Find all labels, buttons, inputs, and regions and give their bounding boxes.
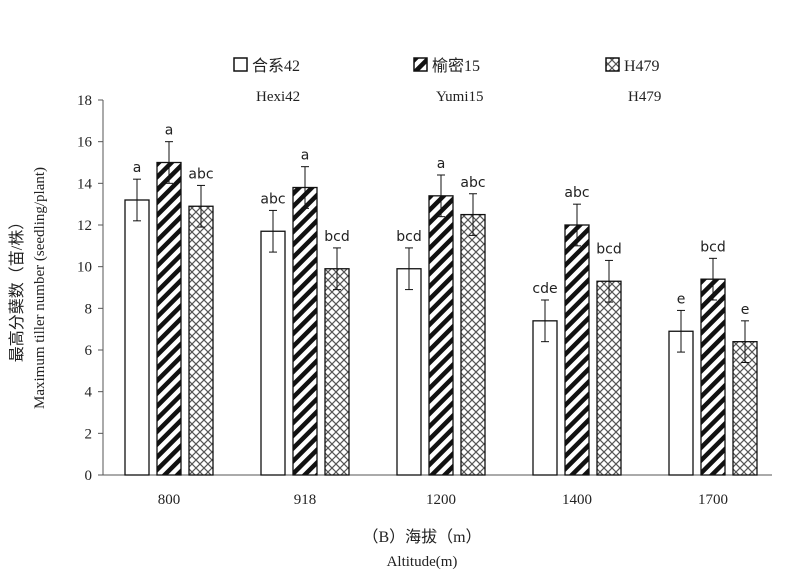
legend-label: 合系42: [252, 57, 300, 75]
x-axis-title-en: Altitude(m): [387, 554, 458, 570]
significance-letter: cde: [532, 281, 557, 297]
significance-letter: a: [437, 156, 446, 172]
x-tick-label: 918: [294, 492, 317, 508]
x-tick-label: 1400: [562, 492, 592, 508]
legend-sublabel: H479: [628, 89, 661, 105]
bar: [564, 224, 590, 476]
significance-letter: abc: [188, 166, 213, 182]
legend-swatch: [233, 57, 248, 72]
bar: [396, 268, 422, 476]
bar: [732, 341, 758, 476]
y-axis-title-cn: 最高分蘖数（苗/株）: [8, 214, 26, 362]
y-tick-label: 16: [77, 135, 93, 151]
significance-letter: bcd: [596, 241, 621, 257]
y-tick-label: 12: [77, 218, 92, 234]
significance-letter: bcd: [324, 229, 349, 245]
x-tick-label: 800: [158, 492, 181, 508]
bar: [700, 278, 726, 476]
legend-swatch: [413, 57, 428, 72]
legend-label: H479: [624, 58, 660, 75]
y-tick-label: 0: [85, 468, 93, 484]
y-tick-label: 14: [77, 176, 93, 192]
significance-letter: abc: [564, 185, 589, 201]
significance-letter: a: [133, 160, 142, 176]
significance-letter: e: [677, 291, 686, 307]
legend-sublabel: Hexi42: [256, 89, 300, 105]
bar: [292, 186, 318, 476]
legend-sublabel: Yumi15: [436, 89, 484, 105]
significance-letter: e: [741, 302, 750, 318]
significance-letter: abc: [260, 191, 285, 207]
y-tick-label: 6: [85, 343, 93, 359]
significance-letter: bcd: [700, 239, 725, 255]
bar: [668, 330, 694, 476]
x-tick-label: 1700: [698, 492, 728, 508]
bar: [596, 280, 622, 476]
legend: 合系42 Hexi42 榆密15 Yumi15 H479 H479: [233, 57, 661, 105]
x-tick-label: 1200: [426, 492, 456, 508]
significance-letter: a: [165, 123, 174, 139]
bar: [260, 230, 286, 476]
bar: [156, 161, 182, 476]
axis-titles: 最高分蘖数（苗/株） Maximum tiller number (seedlin…: [8, 167, 482, 570]
y-tick-label: 8: [85, 301, 93, 317]
x-axis-title-cn: （B）海拔（m）: [362, 528, 481, 546]
bar: [324, 268, 350, 476]
y-axis-title-en: Maximum tiller number (seedling/plant): [32, 167, 48, 409]
bar: [124, 199, 150, 476]
y-tick-label: 18: [77, 93, 92, 109]
bar: [460, 213, 486, 476]
significance-letter: bcd: [396, 229, 421, 245]
bar: [428, 195, 454, 476]
y-tick-label: 4: [85, 385, 93, 401]
y-tick-label: 2: [85, 426, 93, 442]
axes: 0 2 4 6 8 10 12 14 16 18 800 918 1200 1400 1700: [77, 93, 772, 508]
bar: [532, 320, 558, 476]
bar: [188, 205, 214, 476]
significance-letter: a: [301, 148, 310, 164]
legend-swatch: [605, 57, 620, 72]
legend-label: 榆密15: [432, 57, 480, 75]
significance-letter: abc: [460, 175, 485, 191]
y-tick-label: 10: [77, 260, 92, 276]
